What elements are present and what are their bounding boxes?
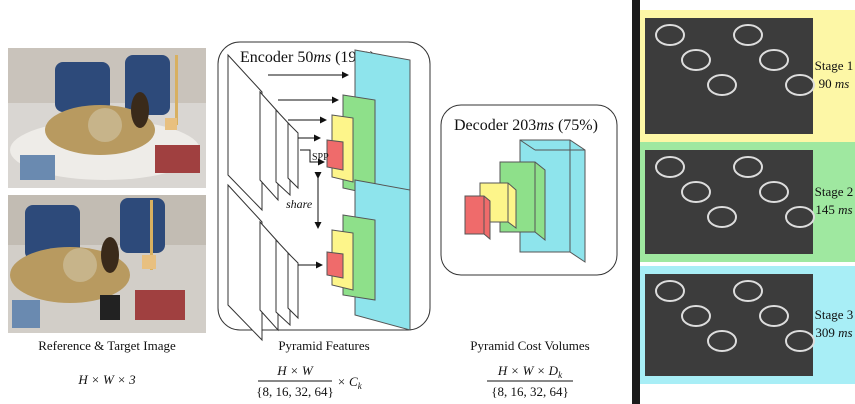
subscript: k xyxy=(358,381,363,391)
stages: Stage 1 90 ms Stage 2 145 ms Stage 3 309 ms xyxy=(640,10,855,384)
caption: Pyramid Cost Volumes xyxy=(470,338,589,353)
stage-time: 309 ms xyxy=(815,325,852,340)
depth-map xyxy=(645,150,813,254)
unit: ms xyxy=(838,202,852,217)
time: 90 xyxy=(819,76,832,91)
pct: (75%) xyxy=(558,117,598,134)
unit: ms xyxy=(536,117,554,134)
time: 203 xyxy=(512,117,536,134)
name: Encoder xyxy=(240,49,294,66)
time: 309 xyxy=(815,325,835,340)
time: 50 xyxy=(297,49,313,66)
caption: Reference & Target Image xyxy=(38,338,176,353)
stage-time: 90 ms xyxy=(819,76,850,91)
decoder-shape: H × W × Dk {8, 16, 32, 64} xyxy=(487,363,573,399)
diagram: Reference & Target Image H × W × 3 Encod… xyxy=(0,0,855,404)
share: share xyxy=(286,197,313,211)
stage-label: Stage 2 xyxy=(815,184,854,199)
unit: ms xyxy=(313,49,331,66)
numerator: H × W xyxy=(276,363,314,378)
spp: SPP xyxy=(312,152,329,163)
depth-map xyxy=(645,274,813,376)
stage-label: Stage 1 xyxy=(815,58,854,73)
svg-text:H × W × Dk: H × W × Dk xyxy=(497,363,563,380)
numerator: H × W × D xyxy=(497,363,559,378)
caption: Pyramid Features xyxy=(278,338,369,353)
denominator: {8, 16, 32, 64} xyxy=(491,384,568,399)
denominator: {8, 16, 32, 64} xyxy=(256,384,333,399)
shape: H × W × 3 xyxy=(77,372,136,387)
reference-image xyxy=(8,48,206,188)
stage-label: Stage 3 xyxy=(815,307,854,322)
name: Decoder xyxy=(454,117,509,134)
decoder-title: Decoder 203ms (75%) xyxy=(454,117,598,134)
time: 145 xyxy=(815,202,835,217)
divider xyxy=(632,0,640,404)
subscript: k xyxy=(558,370,563,380)
unit: ms xyxy=(838,325,852,340)
svg-text:× Ck: × Ck xyxy=(337,374,363,391)
target-image xyxy=(8,195,206,333)
factor: × C xyxy=(337,374,358,389)
unit: ms xyxy=(835,76,849,91)
stage-time: 145 ms xyxy=(815,202,852,217)
encoder-shape: H × W {8, 16, 32, 64} × Ck xyxy=(256,363,362,399)
